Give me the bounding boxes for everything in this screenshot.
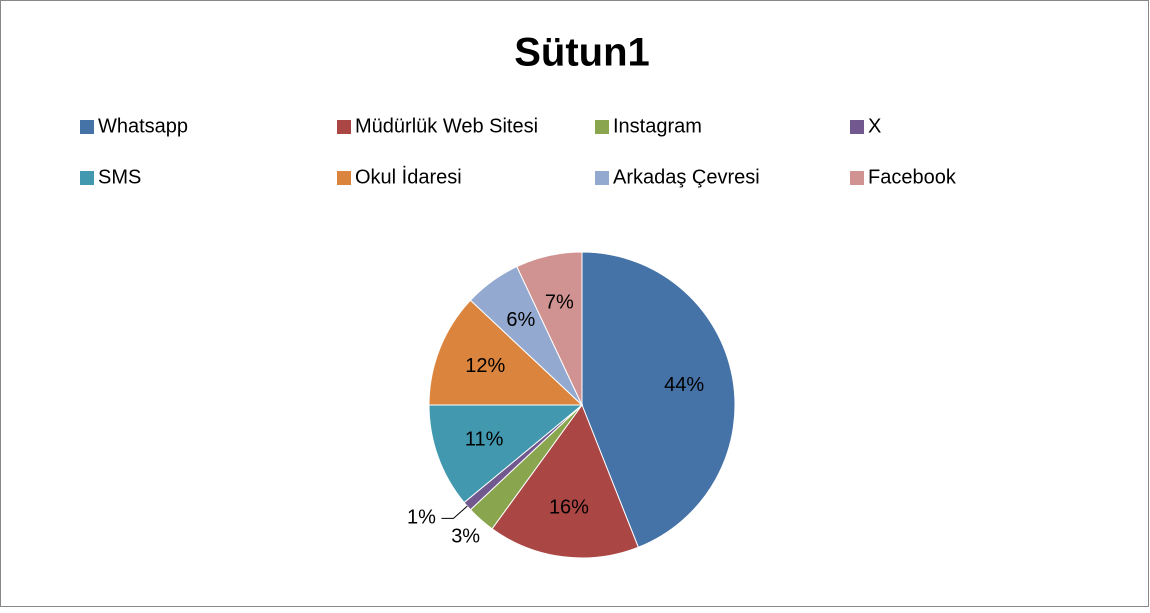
chart-title: Sütun1 [514,31,650,75]
legend-swatch [595,171,609,185]
legend-swatch [337,171,351,185]
legend-swatch [595,120,609,134]
legend-swatch [80,120,94,134]
legend-label: Arkadaş Çevresi [613,166,760,188]
legend-label: Whatsapp [98,115,188,137]
pie-slice [581,251,736,548]
legend-label: Okul İdaresi [355,165,462,188]
data-label: 1% [407,507,436,529]
legend-swatch [80,171,94,185]
pie-slice [491,403,639,559]
pie-slice [516,251,583,406]
data-label: 44% [664,374,704,396]
data-label: 7% [545,292,574,314]
data-label: 11% [465,429,504,451]
pie-slice [428,404,584,504]
legend-label: X [868,115,881,137]
legend-label: SMS [98,166,141,188]
legend-swatch [850,171,864,185]
legend-label: Facebook [868,166,957,188]
data-label: 6% [506,309,535,331]
data-label: 12% [465,355,505,377]
leader-line [441,505,468,519]
legend-swatch [850,120,864,134]
data-label: 16% [549,497,589,519]
data-label: 3% [451,525,480,547]
pie-slice [428,299,584,406]
legend-label: Müdürlük Web Sitesi [355,115,538,137]
legend-swatch [337,120,351,134]
legend-label: Instagram [613,115,702,137]
